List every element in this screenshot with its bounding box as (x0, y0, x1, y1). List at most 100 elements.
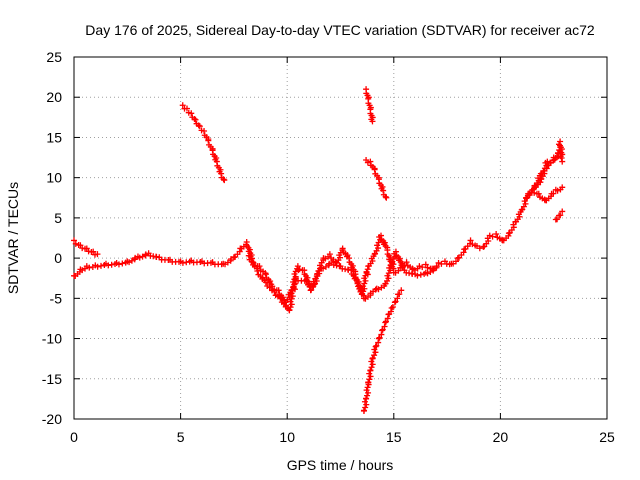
data-point-marker (372, 343, 379, 350)
data-point-marker (382, 318, 389, 325)
data-point-marker (287, 298, 294, 305)
data-point-marker (379, 326, 386, 333)
data-point-marker (275, 287, 282, 294)
data-point-marker (438, 260, 445, 267)
data-point-marker (419, 264, 426, 271)
data-point-marker (196, 123, 203, 130)
data-point-marker (369, 355, 376, 362)
data-point-marker (486, 232, 493, 239)
data-point-marker (290, 283, 297, 290)
data-point-marker (369, 361, 376, 368)
data-point-marker (72, 240, 79, 247)
series-arc-12h-segment (363, 156, 390, 201)
data-point-marker (286, 306, 293, 313)
series-arc-descending-6h (179, 102, 228, 184)
y-tick-label: 10 (46, 170, 62, 186)
data-point-marker (119, 260, 126, 267)
data-point-marker (363, 395, 370, 402)
data-point-marker (557, 212, 564, 219)
data-point-marker (367, 158, 374, 165)
data-point-marker (289, 293, 296, 300)
data-point-marker (326, 251, 333, 258)
data-point-marker (288, 301, 295, 308)
data-point-marker (262, 279, 269, 286)
data-point-marker (541, 170, 548, 177)
data-point-marker (179, 259, 186, 266)
data-point-marker (191, 115, 198, 122)
data-point-marker (380, 187, 387, 194)
chart-title: Day 176 of 2025, Sidereal Day-to-day VTE… (85, 22, 595, 38)
x-tick-label: 20 (493, 429, 509, 445)
data-point-marker (559, 158, 566, 165)
data-point-marker (388, 304, 395, 311)
data-point-marker (303, 277, 310, 284)
data-point-marker (400, 263, 407, 270)
data-point-marker (136, 254, 143, 261)
data-point-marker (493, 230, 500, 237)
data-point-marker (105, 262, 112, 269)
data-point-marker (371, 166, 378, 173)
series-band-lower-scatter (245, 248, 440, 314)
data-point-marker (389, 303, 396, 310)
series-late-tail-segment (552, 208, 566, 223)
grid-lines (74, 57, 607, 419)
data-point-marker (367, 373, 374, 380)
data-point-marker (277, 295, 284, 302)
data-point-marker (554, 187, 561, 194)
x-axis-label: GPS time / hours (287, 457, 394, 473)
data-point-marker (529, 186, 536, 193)
data-point-marker (205, 137, 212, 144)
data-point-marker (195, 122, 202, 129)
data-point-marker (373, 342, 380, 349)
data-point-marker (371, 352, 378, 359)
data-point-marker (381, 323, 388, 330)
data-point-marker (291, 280, 298, 287)
data-point-marker (369, 118, 376, 125)
series-arc-ascending-negative (360, 287, 405, 414)
data-point-marker (139, 253, 146, 260)
y-tick-label: -15 (42, 371, 62, 387)
x-tick-label: 25 (599, 429, 615, 445)
data-point-marker (294, 263, 301, 270)
data-point-marker (382, 319, 389, 326)
data-point-marker (559, 208, 566, 215)
data-point-marker (378, 331, 385, 338)
plot-area (71, 86, 566, 414)
data-point-marker (433, 264, 440, 271)
y-axis-label: SDTVAR / TECUs (5, 182, 21, 294)
y-tick-label: 25 (46, 49, 62, 65)
data-point-marker (452, 258, 459, 265)
data-point-marker (362, 404, 369, 411)
data-point-marker (383, 194, 390, 201)
data-point-marker (403, 259, 410, 266)
axis-ticks: 0 5 10 15 20 25 -20 -15 -10 -5 0 5 10 15 20 25 (42, 49, 615, 445)
data-point-marker (398, 287, 405, 294)
data-point-marker (424, 264, 431, 271)
y-tick-label: -20 (42, 411, 62, 427)
data-point-marker (291, 286, 298, 293)
data-point-marker (363, 387, 370, 394)
data-point-marker (544, 158, 551, 165)
data-point-marker (179, 102, 186, 109)
data-point-marker (363, 401, 370, 408)
series-band-main-a (71, 237, 101, 258)
data-point-marker (94, 263, 101, 270)
y-tick-label: 15 (46, 129, 62, 145)
data-point-marker (288, 290, 295, 297)
data-point-marker (384, 315, 391, 322)
x-tick-label: 5 (177, 429, 185, 445)
data-point-marker (559, 184, 566, 191)
data-point-marker (553, 154, 560, 161)
data-point-marker (296, 266, 303, 273)
data-point-marker (220, 176, 227, 183)
data-point-marker (367, 367, 374, 374)
data-point-marker (554, 216, 561, 223)
data-point-marker (417, 271, 424, 278)
data-point-marker (543, 162, 550, 169)
data-point-marker (372, 349, 379, 356)
data-point-marker (339, 245, 346, 252)
data-point-marker (375, 245, 382, 252)
y-tick-label: -10 (42, 331, 62, 347)
